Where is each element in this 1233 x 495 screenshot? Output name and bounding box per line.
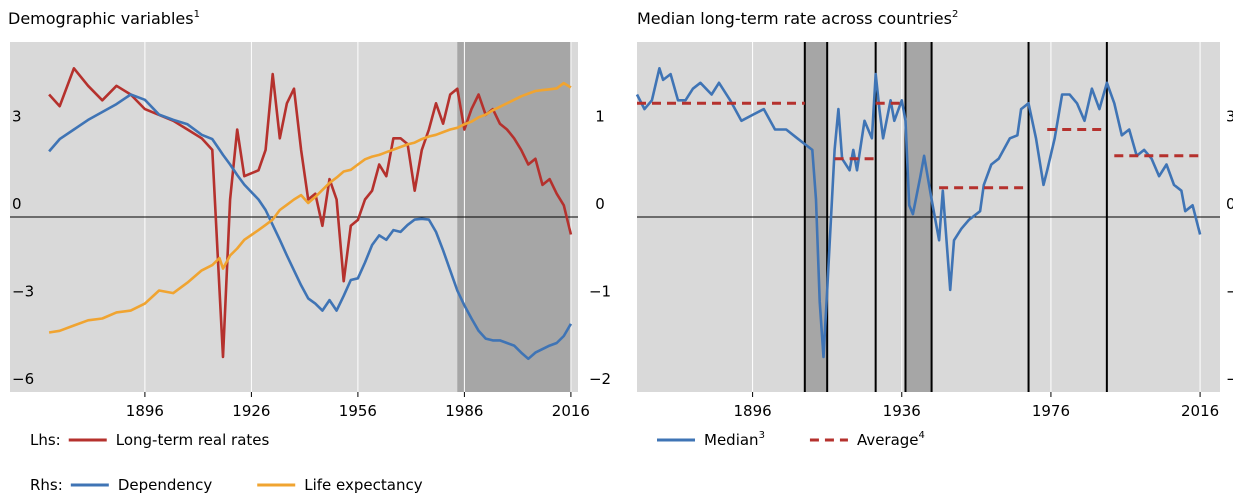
y-tick-label: 0 — [1226, 195, 1233, 213]
series-line — [635, 67, 1202, 359]
y-tick-label: −3 — [12, 283, 34, 301]
x-tick-label: 1926 — [232, 402, 270, 420]
series-line — [48, 67, 573, 359]
x-tick-label: 2016 — [1181, 402, 1219, 420]
legend-axis-label: Rhs: — [30, 476, 63, 494]
x-tick-label: 1936 — [883, 402, 921, 420]
y2-tick-label: −2 — [589, 370, 611, 388]
legend-label-text: Average — [857, 431, 919, 449]
y2-tick-label: 0 — [595, 195, 605, 213]
chart: Median long-term rate across countries2 1… — [635, 9, 1233, 449]
y-tick-label: 3 — [12, 108, 22, 126]
legend-label: Long-term real rates — [116, 431, 270, 449]
x-tick-label: 1986 — [445, 402, 483, 420]
y2-tick-label: −1 — [589, 283, 611, 301]
x-tick-label: 1896 — [126, 402, 164, 420]
x-tick-label: 1896 — [734, 402, 772, 420]
x-tick-label: 1976 — [1032, 402, 1070, 420]
legend-label: Dependency — [118, 476, 213, 494]
x-tick-label: 2016 — [552, 402, 590, 420]
y-tick-label: −6 — [12, 370, 34, 388]
chart-title-note: 2 — [952, 9, 958, 20]
legend-label-text: Median — [704, 431, 759, 449]
y-tick-label: 3 — [1226, 108, 1233, 126]
legend-label-text: Long-term real rates — [116, 431, 270, 449]
y-tick-label: 0 — [12, 195, 22, 213]
chart-title: Demographic variables1 — [8, 9, 200, 28]
series-line — [48, 81, 572, 334]
legend-label: Life expectancy — [304, 476, 422, 494]
chart-title-text: Demographic variables — [8, 9, 194, 28]
y-tick-label: −6 — [1226, 370, 1233, 388]
legend-label-note: 3 — [759, 430, 765, 441]
legend-label-note: 4 — [919, 430, 925, 441]
chart-title-text: Median long-term rate across countries — [637, 9, 952, 28]
y-tick-label: −3 — [1226, 283, 1233, 301]
chart-title: Median long-term rate across countries2 — [637, 9, 958, 28]
x-tick-label: 1956 — [339, 402, 377, 420]
chart-title-note: 1 — [194, 9, 200, 20]
series-line — [48, 93, 573, 361]
y2-tick-label: 1 — [595, 108, 605, 126]
legend-axis-label: Lhs: — [30, 431, 61, 449]
legend-label-text: Life expectancy — [304, 476, 422, 494]
legend-label: Median3 — [704, 430, 765, 449]
legend-label: Average4 — [857, 430, 925, 449]
legend-label-text: Dependency — [118, 476, 213, 494]
